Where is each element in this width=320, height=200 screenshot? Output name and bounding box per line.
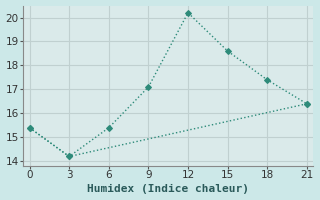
- X-axis label: Humidex (Indice chaleur): Humidex (Indice chaleur): [87, 184, 249, 194]
